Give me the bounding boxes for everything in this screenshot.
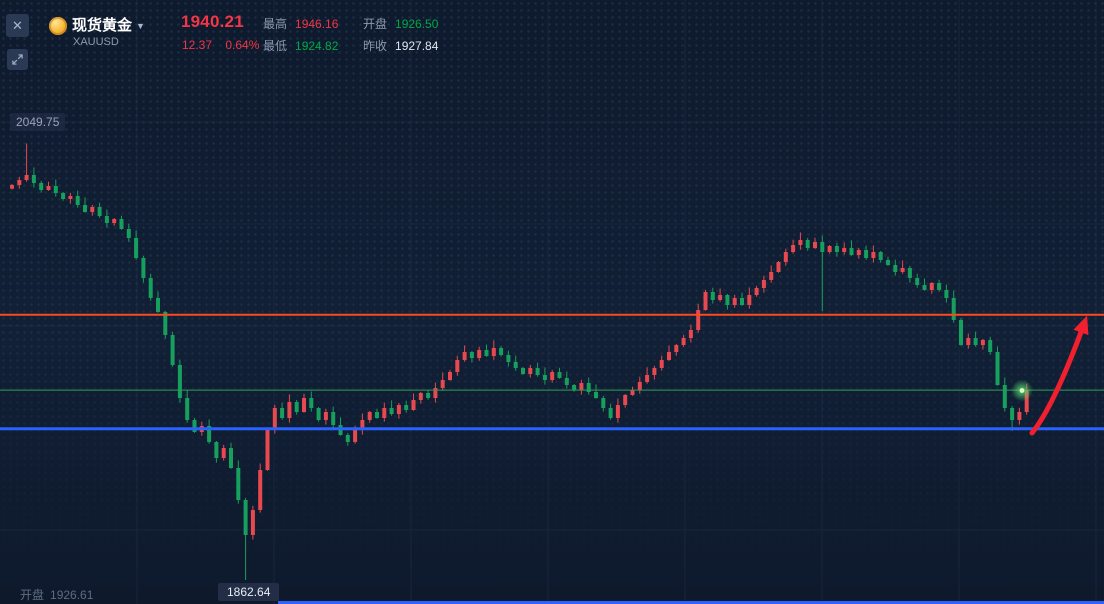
symbol-code: XAUUSD bbox=[73, 36, 119, 48]
stat-high-value: 1946.16 bbox=[295, 17, 339, 31]
stat-prev-close-value: 1927.84 bbox=[395, 39, 439, 53]
stat-open-label: 开盘 bbox=[363, 17, 388, 31]
price-change-percent: 0.64% bbox=[225, 38, 260, 52]
prev-high-price-label: 2049.75 bbox=[10, 113, 66, 131]
candles-layer bbox=[10, 143, 1029, 580]
chevron-down-icon: ▼ bbox=[136, 21, 145, 32]
bottom-open-label: 开盘 bbox=[20, 588, 45, 602]
chart-header: ✕ 现货黄金 ▼ XAUUSD 1940.21 12.37 0.64% 最高 194… bbox=[0, 0, 1104, 82]
stat-high-label: 最高 bbox=[263, 17, 288, 31]
symbol-name: 现货黄金 bbox=[72, 17, 133, 34]
stat-prev-close-label: 昨收 bbox=[363, 39, 388, 53]
last-price-dot bbox=[1019, 388, 1025, 393]
stat-high: 最高 1946.16 bbox=[263, 15, 338, 32]
gold-coin-icon bbox=[49, 17, 67, 35]
resize-button[interactable] bbox=[7, 49, 28, 70]
price-change-row: 12.37 0.64% bbox=[182, 38, 269, 52]
bottom-open-value: 1926.61 bbox=[50, 588, 94, 602]
last-price: 1940.21 bbox=[181, 12, 244, 31]
stat-open: 开盘 1926.50 bbox=[363, 15, 438, 32]
session-low-price-tag: 1862.64 bbox=[218, 583, 280, 601]
close-button[interactable]: ✕ bbox=[6, 14, 29, 37]
bottom-open-readout: 开盘 1926.61 bbox=[20, 586, 93, 603]
stat-low-label: 最低 bbox=[263, 39, 288, 53]
expand-icon bbox=[12, 54, 23, 65]
timeline-scrollbar[interactable] bbox=[278, 601, 1104, 604]
trend-arrow[interactable] bbox=[1029, 315, 1089, 436]
stat-low-value: 1924.82 bbox=[295, 39, 339, 53]
stat-open-value: 1926.50 bbox=[395, 17, 439, 31]
close-icon: ✕ bbox=[12, 17, 23, 33]
symbol-title-dropdown[interactable]: 现货黄金 ▼ bbox=[72, 14, 145, 35]
stat-low: 最低 1924.82 bbox=[263, 37, 338, 54]
stat-prev-close: 昨收 1927.84 bbox=[363, 37, 438, 54]
price-change: 12.37 bbox=[182, 38, 213, 52]
